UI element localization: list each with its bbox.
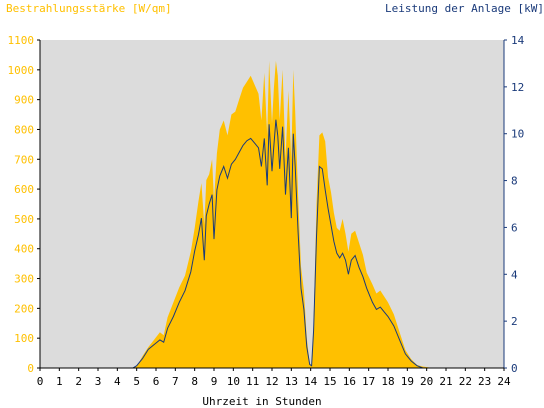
x-tick-label: 6	[153, 375, 160, 388]
x-axis: 0 1 2 3 4 5 6 7 8 9 10 11 12 13 14 15 16 17 18 19 20 21 22 23 24	[37, 367, 511, 388]
x-axis-title: Uhrzeit in Stunden	[202, 395, 321, 408]
x-tick-label: 12	[265, 375, 278, 388]
x-tick-label: 23	[478, 375, 491, 388]
right-tick-label: 14	[511, 34, 525, 47]
left-tick-label: 1000	[8, 64, 35, 77]
series-power-line	[40, 119, 504, 369]
x-tick-label: 13	[285, 375, 298, 388]
x-tick-label: 8	[191, 375, 198, 388]
x-tick-label: 0	[37, 375, 44, 388]
x-tick-label: 22	[459, 375, 472, 388]
right-tick-label: 2	[511, 315, 518, 328]
x-tick-label: 9	[211, 375, 218, 388]
right-axis: 0 2 4 6 8 10 12 14	[503, 34, 525, 375]
left-axis: 0 100 200 300 400 500 600 700 800 900 1000 1100	[8, 34, 41, 375]
x-tick-label: 24	[497, 375, 511, 388]
left-tick-label: 1100	[8, 34, 35, 47]
left-tick-label: 400	[14, 243, 34, 256]
left-tick-label: 300	[14, 273, 34, 286]
left-tick-label: 900	[14, 94, 34, 107]
right-tick-label: 6	[511, 221, 518, 234]
left-tick-label: 800	[14, 123, 34, 136]
left-tick-label: 100	[14, 332, 34, 345]
x-tick-label: 15	[323, 375, 336, 388]
x-tick-label: 11	[246, 375, 259, 388]
x-tick-label: 4	[114, 375, 121, 388]
x-tick-label: 2	[75, 375, 82, 388]
left-tick-label: 200	[14, 302, 34, 315]
right-tick-label: 12	[511, 81, 524, 94]
x-tick-label: 3	[95, 375, 102, 388]
series-irradiance-area	[40, 60, 504, 369]
x-tick-label: 14	[304, 375, 318, 388]
x-tick-label: 7	[172, 375, 179, 388]
x-tick-label: 5	[133, 375, 140, 388]
right-tick-label: 8	[511, 175, 518, 188]
x-tick-label: 21	[439, 375, 452, 388]
x-tick-label: 16	[343, 375, 356, 388]
left-tick-label: 600	[14, 183, 34, 196]
right-tick-label: 10	[511, 128, 524, 141]
left-axis-title: Bestrahlungsstärke [W/qm]	[6, 2, 172, 15]
left-tick-label: 700	[14, 153, 34, 166]
x-tick-label: 18	[381, 375, 394, 388]
x-tick-label: 1	[56, 375, 63, 388]
left-tick-label: 500	[14, 213, 34, 226]
x-tick-label: 10	[227, 375, 240, 388]
right-tick-label: 4	[511, 268, 518, 281]
right-tick-label: 0	[511, 362, 518, 375]
x-tick-label: 20	[420, 375, 433, 388]
left-tick-label: 0	[27, 362, 34, 375]
right-axis-title: Leistung der Anlage [kW]	[385, 2, 544, 15]
x-tick-label: 19	[401, 375, 414, 388]
x-tick-label: 17	[362, 375, 375, 388]
